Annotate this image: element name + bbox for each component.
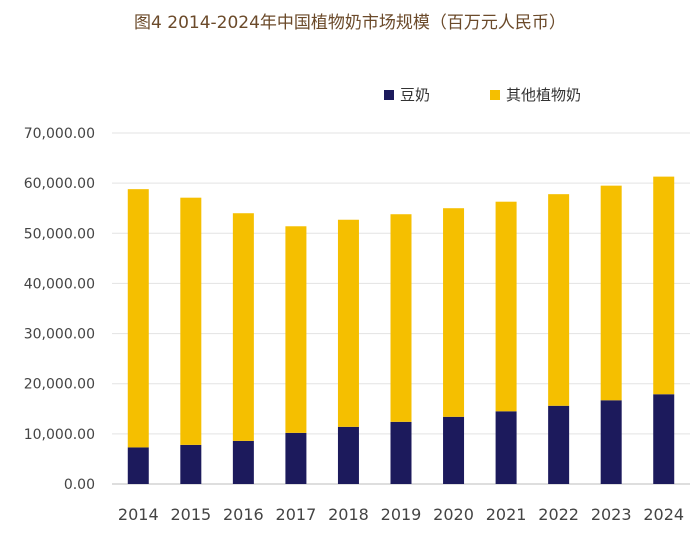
x-tick-label: 2021 (486, 505, 527, 524)
bar-other-plant-milk (180, 197, 202, 445)
bar-other-plant-milk (232, 213, 254, 441)
y-tick-label: 60,000.00 (24, 176, 95, 192)
x-tick-label: 2015 (170, 505, 211, 524)
bar-other-plant-milk (653, 176, 675, 395)
x-tick-label: 2017 (276, 505, 317, 524)
bar-soymilk (443, 416, 465, 484)
y-tick-label: 40,000.00 (24, 276, 95, 292)
bar-soymilk (600, 400, 622, 484)
y-tick-label: 20,000.00 (24, 377, 95, 393)
x-tick-label: 2014 (118, 505, 159, 524)
x-tick-label: 2020 (433, 505, 474, 524)
bar-soymilk (495, 411, 517, 484)
bar-other-plant-milk (390, 214, 412, 422)
y-tick-label: 0.00 (64, 477, 95, 493)
y-tick-label: 10,000.00 (24, 427, 95, 443)
legend-label: 豆奶 (400, 86, 430, 104)
x-tick-label: 2018 (328, 505, 369, 524)
bar-other-plant-milk (495, 201, 517, 412)
bar-other-plant-milk (600, 185, 622, 401)
y-tick-label: 70,000.00 (24, 126, 95, 142)
x-tick-label: 2023 (591, 505, 632, 524)
x-tick-label: 2024 (643, 505, 684, 524)
bar-soymilk (285, 432, 307, 484)
bar-other-plant-milk (548, 194, 570, 406)
bar-soymilk (232, 440, 254, 484)
legend-swatch (490, 90, 500, 100)
bar-other-plant-milk (127, 189, 149, 448)
bar-other-plant-milk (337, 219, 359, 427)
bar-soymilk (337, 426, 359, 484)
bar-other-plant-milk (443, 208, 465, 417)
y-tick-label: 50,000.00 (24, 226, 95, 242)
legend-swatch (384, 90, 394, 100)
y-tick-label: 30,000.00 (24, 327, 95, 343)
x-tick-label: 2019 (381, 505, 422, 524)
bar-soymilk (653, 394, 675, 484)
chart-title: 图4 2014-2024年中国植物奶市场规模（百万元人民币） (134, 13, 566, 33)
x-tick-label: 2016 (223, 505, 264, 524)
bar-soymilk (390, 421, 412, 484)
legend-label: 其他植物奶 (506, 86, 581, 104)
bar-soymilk (180, 444, 202, 484)
bar-soymilk (127, 447, 149, 484)
x-tick-label: 2022 (538, 505, 579, 524)
bar-other-plant-milk (285, 226, 307, 433)
bar-soymilk (548, 405, 570, 484)
